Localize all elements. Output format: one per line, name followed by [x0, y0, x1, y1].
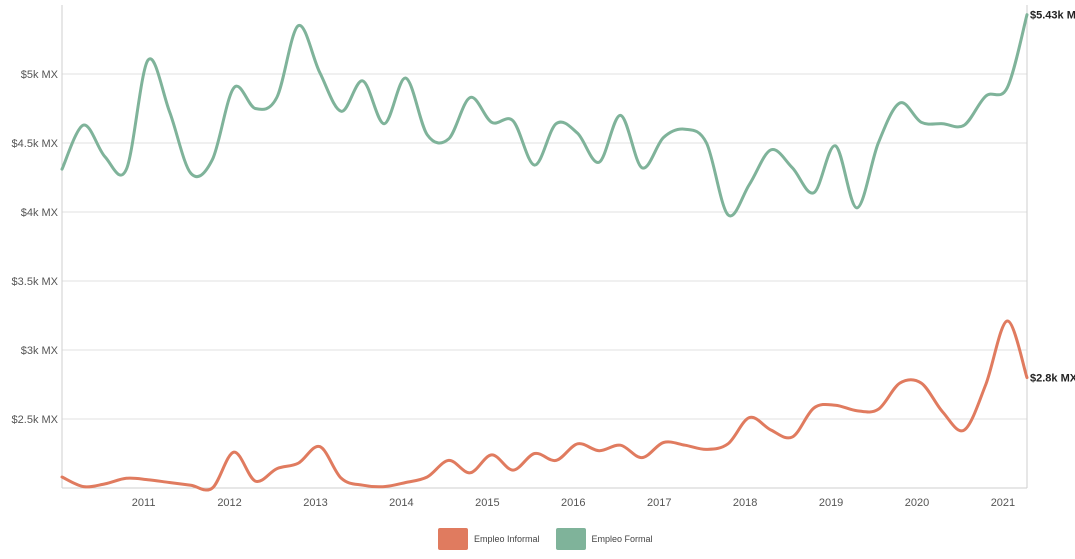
series-lines — [60, 13, 1029, 492]
series-line-formal[interactable] — [60, 13, 1029, 218]
x-tick-label: 2019 — [819, 497, 843, 509]
legend-item-formal[interactable]: Empleo Formal — [555, 528, 653, 550]
legend-label-formal: Empleo Formal — [591, 534, 653, 544]
legend-swatch-formal — [555, 528, 586, 550]
legend-item-informal[interactable]: Empleo Informal — [438, 528, 540, 550]
y-tick-label: $3k MX — [21, 345, 59, 357]
x-tick-label: 2020 — [905, 497, 929, 509]
x-tick-label: 2018 — [733, 497, 757, 509]
end-label-informal: $2.8k MX — [1030, 373, 1075, 385]
y-tick-label: $4k MX — [21, 207, 59, 219]
y-tick-label: $5k MX — [21, 69, 59, 81]
x-tick-label: 2012 — [217, 497, 241, 509]
y-tick-label: $2.5k MX — [12, 414, 59, 426]
x-tick-label: 2014 — [389, 497, 413, 509]
x-tick-label: 2013 — [303, 497, 327, 509]
axes: $2.5k MX $3k MX $3.5k MX $4k MX $4.5k MX $5k … — [12, 5, 1028, 509]
y-tick-label: $4.5k MX — [12, 138, 59, 150]
series-line-informal[interactable] — [60, 319, 1029, 492]
x-tick-label: 2017 — [647, 497, 671, 509]
end-label-formal: $5.43k MX — [1030, 10, 1075, 22]
legend-label-informal: Empleo Informal — [474, 534, 540, 544]
legend: Empleo Informal Empleo Formal — [438, 528, 653, 550]
x-tick-label: 2016 — [561, 497, 585, 509]
x-tick-label: 2011 — [132, 497, 156, 509]
x-tick-label: 2015 — [475, 497, 499, 509]
x-tick-label: 2021 — [991, 497, 1015, 509]
end-labels: $2.8k MX $5.43k MX — [1030, 10, 1075, 385]
grid-lines — [62, 73, 1027, 420]
legend-swatch-informal — [438, 528, 468, 550]
y-tick-label: $3.5k MX — [12, 276, 59, 288]
